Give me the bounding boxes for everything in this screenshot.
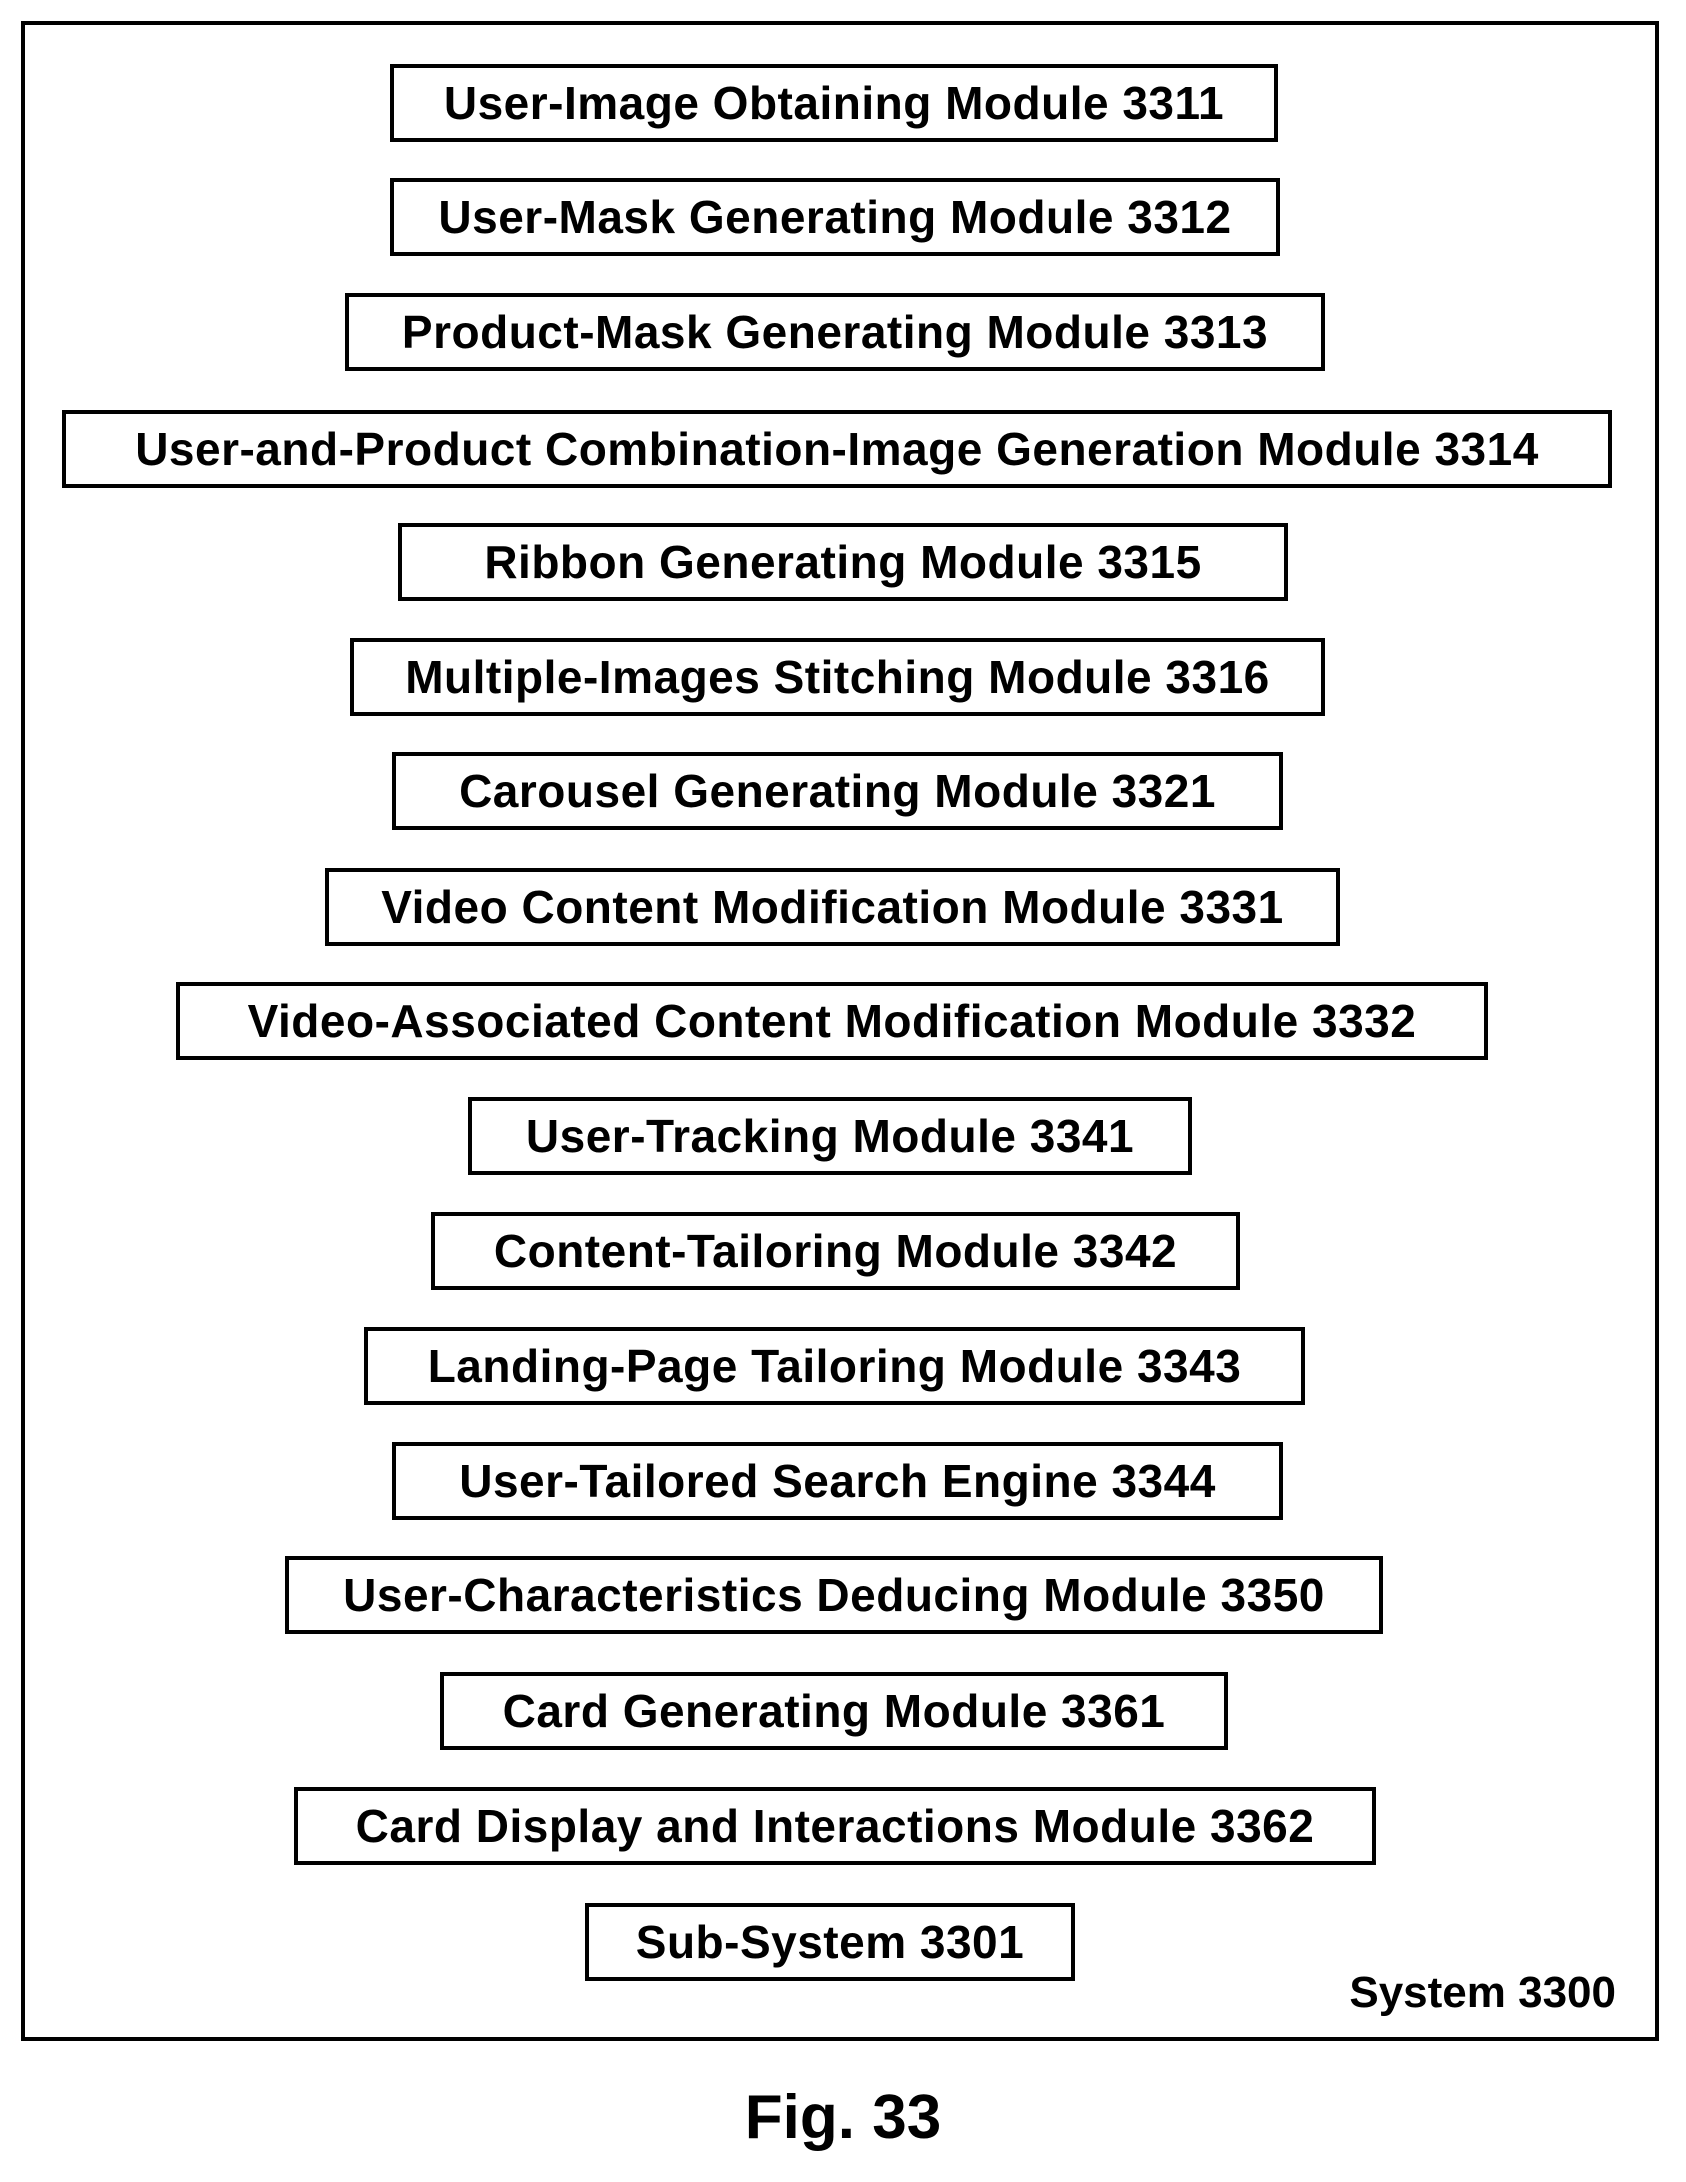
module-label: Product-Mask Generating Module 3313 xyxy=(402,305,1268,359)
figure-caption: Fig. 33 xyxy=(0,2082,1686,2153)
user-mask-generating-module-box: User-Mask Generating Module 3312 xyxy=(390,178,1280,256)
user-characteristics-deducing-module-box: User-Characteristics Deducing Module 335… xyxy=(285,1556,1383,1634)
landing-page-tailoring-module-box: Landing-Page Tailoring Module 3343 xyxy=(364,1327,1305,1405)
module-label: User-Tailored Search Engine 3344 xyxy=(459,1454,1216,1508)
product-mask-generating-module-box: Product-Mask Generating Module 3313 xyxy=(345,293,1325,371)
user-and-product-combination-image-generation-module-box: User-and-Product Combination-Image Gener… xyxy=(62,410,1612,488)
module-label: Video-Associated Content Modification Mo… xyxy=(248,994,1417,1048)
carousel-generating-module-box: Carousel Generating Module 3321 xyxy=(392,752,1283,830)
module-label: User-Image Obtaining Module 3311 xyxy=(444,76,1224,130)
module-label: Content-Tailoring Module 3342 xyxy=(494,1224,1177,1278)
video-associated-content-modification-module-box: Video-Associated Content Modification Mo… xyxy=(176,982,1488,1060)
module-label: User-and-Product Combination-Image Gener… xyxy=(135,422,1539,476)
video-content-modification-module-box: Video Content Modification Module 3331 xyxy=(325,868,1340,946)
user-image-obtaining-module-box: User-Image Obtaining Module 3311 xyxy=(390,64,1278,142)
system-label: System 3300 xyxy=(1349,1968,1616,2018)
module-label: Multiple-Images Stitching Module 3316 xyxy=(405,650,1270,704)
module-label: Video Content Modification Module 3331 xyxy=(381,880,1283,934)
card-generating-module-box: Card Generating Module 3361 xyxy=(440,1672,1228,1750)
multiple-images-stitching-module-box: Multiple-Images Stitching Module 3316 xyxy=(350,638,1325,716)
module-label: Ribbon Generating Module 3315 xyxy=(484,535,1201,589)
module-label: User-Tracking Module 3341 xyxy=(526,1109,1134,1163)
user-tailored-search-engine-box: User-Tailored Search Engine 3344 xyxy=(392,1442,1283,1520)
module-label: Landing-Page Tailoring Module 3343 xyxy=(428,1339,1242,1393)
ribbon-generating-module-box: Ribbon Generating Module 3315 xyxy=(398,523,1288,601)
module-label: User-Mask Generating Module 3312 xyxy=(438,190,1231,244)
module-label: Sub-System 3301 xyxy=(636,1915,1024,1969)
content-tailoring-module-box: Content-Tailoring Module 3342 xyxy=(431,1212,1240,1290)
user-tracking-module-box: User-Tracking Module 3341 xyxy=(468,1097,1192,1175)
card-display-and-interactions-module-box: Card Display and Interactions Module 336… xyxy=(294,1787,1376,1865)
sub-system-box: Sub-System 3301 xyxy=(585,1903,1075,1981)
module-label: User-Characteristics Deducing Module 335… xyxy=(343,1568,1325,1622)
module-label: Card Generating Module 3361 xyxy=(503,1684,1166,1738)
module-label: Carousel Generating Module 3321 xyxy=(459,764,1216,818)
module-label: Card Display and Interactions Module 336… xyxy=(356,1799,1315,1853)
